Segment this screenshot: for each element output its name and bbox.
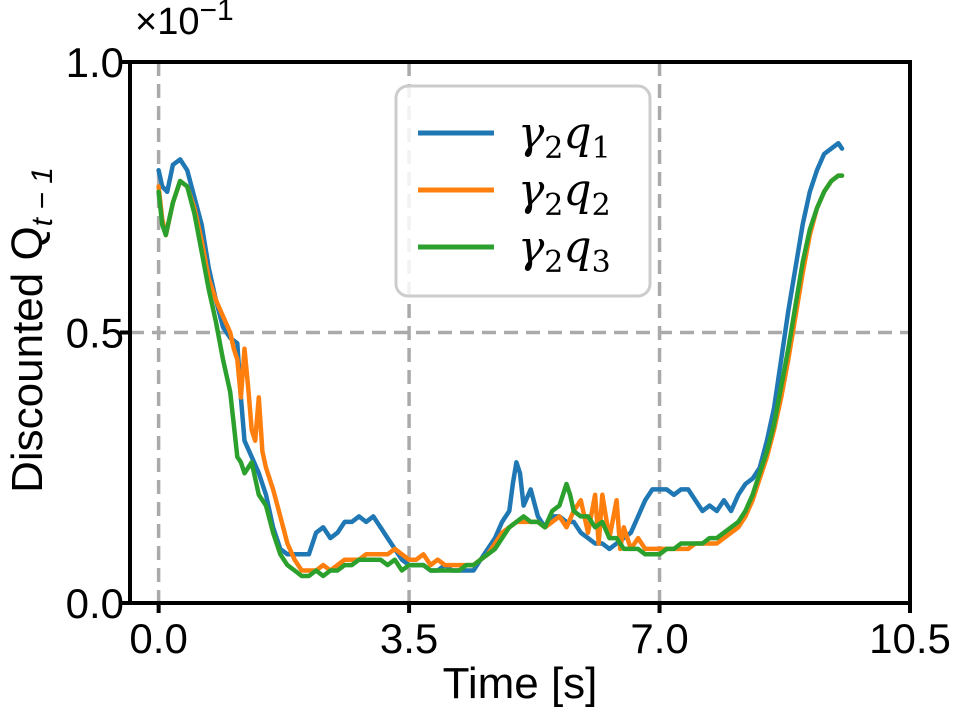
y-tick-label: 0.0 (66, 580, 124, 627)
axis-ticks: 0.0 3.5 7.0 10.5 0.0 0.5 1.0 (66, 39, 951, 662)
legend-label-3: γ2q3 (518, 222, 611, 280)
series-line-1 (156, 140, 845, 573)
legend-label-2: γ2q2 (518, 165, 611, 223)
series-layer (156, 140, 845, 579)
offset-base: ×10 (135, 1, 199, 43)
x-tick-label: 0.0 (129, 615, 187, 662)
y-offset-label: ×10−1 (135, 0, 234, 43)
x-tick-label: 3.5 (380, 615, 438, 662)
y-tick-label: 0.5 (66, 310, 124, 357)
x-tick-label: 10.5 (869, 615, 951, 662)
y-tick-label: 1.0 (66, 39, 124, 86)
y-axis-label: Discounted Qt − 1 (3, 167, 59, 493)
x-tick-label: 7.0 (630, 615, 688, 662)
x-axis-label: Time [s] (443, 659, 598, 708)
y-axis-label-text: Discounted Q (3, 226, 52, 493)
offset-exponent: −1 (199, 0, 233, 27)
svg-text:×10−1: ×10−1 (135, 0, 234, 43)
legend-label-1: γ2q1 (518, 108, 611, 166)
y-axis-label-subscript: t − 1 (26, 167, 59, 226)
series-line-3 (156, 173, 845, 579)
svg-text:Discounted Qt − 1: Discounted Qt − 1 (3, 167, 59, 493)
legend-box (394, 84, 652, 298)
